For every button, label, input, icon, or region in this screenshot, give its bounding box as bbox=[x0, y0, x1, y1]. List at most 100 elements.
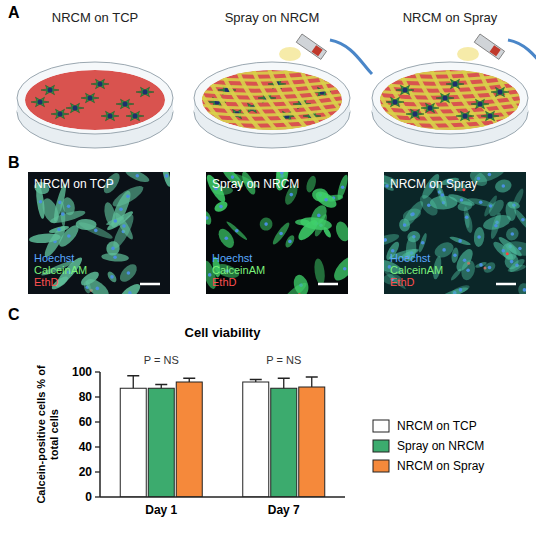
stain-label: Hoechst bbox=[390, 252, 430, 264]
cell-body bbox=[473, 227, 485, 248]
cell-body bbox=[271, 221, 292, 246]
nucleus bbox=[88, 96, 93, 101]
legend-swatch bbox=[373, 460, 389, 472]
cell-body bbox=[83, 275, 112, 294]
legend-swatch bbox=[373, 420, 389, 432]
hose bbox=[330, 40, 372, 74]
error-bar bbox=[155, 385, 167, 389]
figure: ANRCM on TCPSpray on NRCMNRCM on SprayBN… bbox=[0, 0, 536, 537]
spray-fiber bbox=[375, 122, 525, 129]
cell bbox=[481, 111, 499, 120]
y-axis-title-line: total cells bbox=[48, 409, 60, 460]
spray-fiber bbox=[197, 115, 347, 122]
cell-body bbox=[124, 172, 151, 185]
cell bbox=[456, 111, 474, 120]
cell-nucleus bbox=[128, 291, 132, 294]
y-tick-label: 80 bbox=[79, 390, 93, 404]
cell-nucleus bbox=[94, 229, 98, 233]
cell-body bbox=[333, 220, 348, 244]
spray-puff bbox=[457, 47, 479, 61]
cell-nucleus bbox=[119, 207, 123, 211]
cell-nucleus bbox=[225, 237, 229, 241]
cell-body bbox=[517, 282, 526, 294]
syringe bbox=[474, 34, 504, 59]
cell-nucleus bbox=[288, 240, 292, 244]
cell-body bbox=[463, 206, 471, 228]
plot-marks bbox=[120, 376, 325, 497]
cell-body bbox=[284, 234, 297, 249]
legend-label: Spray on NRCM bbox=[397, 439, 484, 453]
cell-nucleus bbox=[458, 239, 462, 243]
micrograph bbox=[28, 172, 170, 294]
cell-nucleus bbox=[113, 255, 117, 259]
cell-nucleus bbox=[264, 222, 268, 226]
cell-body bbox=[105, 215, 125, 226]
spray-fiber bbox=[197, 101, 347, 108]
cell-nucleus bbox=[489, 204, 493, 208]
cell-nucleus bbox=[343, 267, 347, 271]
image-title: NRCM on Spray bbox=[390, 177, 477, 191]
stain-label: CalceinAM bbox=[34, 264, 87, 276]
chart-title: Cell viability bbox=[185, 325, 262, 340]
panel-letter: A bbox=[8, 4, 20, 21]
cell-body bbox=[305, 175, 318, 194]
cell-nucleus bbox=[136, 174, 140, 178]
cell-body bbox=[106, 270, 118, 284]
cell-nucleus bbox=[453, 254, 457, 258]
error-bar bbox=[306, 377, 318, 387]
y-tick-label: 100 bbox=[72, 365, 92, 379]
nucleus bbox=[443, 96, 448, 101]
cell-body bbox=[215, 226, 237, 250]
x-tick-label: Day 7 bbox=[268, 503, 300, 517]
cell-body bbox=[494, 178, 513, 194]
cell bbox=[136, 87, 154, 96]
scale-bar bbox=[318, 283, 338, 286]
syringe bbox=[296, 34, 326, 59]
cell bbox=[41, 85, 59, 94]
medium bbox=[25, 70, 165, 130]
cell-body bbox=[322, 226, 332, 239]
cell bbox=[446, 79, 464, 88]
error-bar bbox=[127, 376, 139, 389]
cell-body bbox=[507, 263, 526, 273]
cell-body bbox=[505, 201, 518, 222]
cell-body bbox=[459, 259, 477, 282]
hose bbox=[508, 40, 536, 74]
cell-nucleus bbox=[235, 229, 239, 233]
dish-rim bbox=[194, 62, 350, 134]
dish-rim bbox=[372, 62, 528, 134]
scale-bar bbox=[496, 283, 516, 286]
spray-puff bbox=[279, 47, 301, 61]
cell-nucleus bbox=[317, 214, 321, 218]
cell bbox=[51, 109, 69, 118]
cell-nucleus bbox=[460, 198, 464, 202]
cell bbox=[91, 79, 109, 88]
nucleus bbox=[98, 82, 103, 87]
image-title: Spray on NRCM bbox=[212, 177, 299, 191]
y-axis-title: Calcein-positive cells % oftotal cells bbox=[35, 365, 60, 503]
nucleus bbox=[413, 112, 418, 117]
dish-title: Spray on NRCM bbox=[225, 10, 320, 25]
cell bbox=[436, 93, 454, 102]
cell-nucleus bbox=[479, 263, 483, 267]
image-ground bbox=[384, 172, 526, 294]
cell-nucleus bbox=[208, 273, 212, 277]
cell-nucleus bbox=[67, 234, 71, 238]
cell-nucleus bbox=[521, 218, 525, 222]
stain-label: Hoechst bbox=[212, 252, 252, 264]
cell-body bbox=[450, 283, 470, 294]
y-tick-label: 20 bbox=[79, 465, 93, 479]
cell-nucleus bbox=[219, 205, 223, 209]
cell-nucleus bbox=[384, 238, 387, 242]
nucleus bbox=[38, 100, 43, 105]
cell-nucleus bbox=[341, 185, 345, 189]
spray-fiber bbox=[197, 94, 347, 101]
cell-nucleus bbox=[442, 248, 446, 252]
bar bbox=[120, 388, 146, 497]
cell-nucleus bbox=[280, 172, 284, 175]
nucleus bbox=[123, 102, 128, 107]
bar bbox=[148, 388, 174, 497]
dead-cell bbox=[506, 252, 509, 255]
cell bbox=[81, 93, 99, 102]
spray-device bbox=[457, 34, 536, 74]
